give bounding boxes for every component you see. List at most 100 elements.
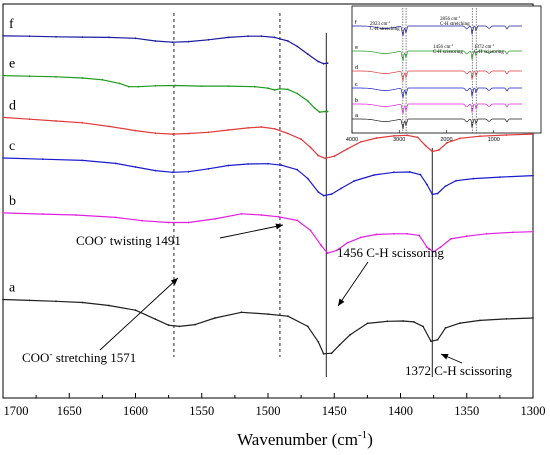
- annotation-1372: 1372 C-H scissoring: [405, 363, 512, 378]
- inset-series-label-c: c: [355, 82, 358, 88]
- series-f-point: [296, 45, 299, 48]
- series-label-b: b: [9, 194, 16, 209]
- series-label-d: d: [9, 98, 16, 113]
- series-a-point: [240, 311, 243, 314]
- series-a-point: [287, 315, 289, 318]
- series-f-point: [187, 40, 190, 43]
- series-a-point: [479, 319, 481, 322]
- series-label-f: f: [9, 17, 14, 32]
- series-a-point: [81, 301, 84, 304]
- series-a-point: [436, 338, 439, 341]
- x-tick-label: 1600: [123, 404, 148, 418]
- inset-annotation-line1: 1456 cm: [433, 45, 450, 50]
- series-c-point: [373, 174, 375, 176]
- series-b-point: [449, 238, 452, 240]
- series-b-point: [187, 221, 190, 224]
- main-plot: 1700 1650 1600 1550 1500 1450 1400 1350 1300 Wave…: [2, 3, 546, 449]
- series-a-point: [55, 300, 57, 303]
- x-axis-title-text: Wavenumber (cm: [237, 430, 358, 449]
- series-f-point: [134, 37, 137, 40]
- inset-annotation-sup: -1: [387, 20, 390, 24]
- series-d-point: [324, 157, 326, 160]
- inset-annotation-line2: C-H scissoring: [433, 50, 463, 55]
- x-tick-label: 1500: [256, 404, 281, 418]
- series-d-point: [446, 141, 448, 144]
- series-e-point: [313, 107, 316, 109]
- x-tick-label: 1550: [189, 404, 214, 418]
- series-line-d: [2, 116, 534, 159]
- series-d-point: [309, 146, 312, 149]
- series-d-point: [479, 135, 481, 138]
- series-d-point: [247, 127, 250, 129]
- series-f-point: [317, 60, 320, 63]
- series-b-point: [432, 250, 435, 253]
- series-c-point: [296, 168, 299, 171]
- series-f-point: [108, 36, 110, 39]
- inset-annotation-sup: -1: [491, 43, 494, 47]
- series-line-f: [2, 35, 328, 65]
- series-e-point: [101, 78, 104, 81]
- x-tick-label: 1650: [57, 404, 82, 418]
- series-e-point: [273, 89, 276, 91]
- arrow-coo-twisting-line: [219, 224, 284, 239]
- series-b-point: [512, 231, 514, 234]
- series-d-point: [300, 138, 302, 141]
- series-b-point: [375, 233, 378, 236]
- series-a-point: [532, 317, 534, 319]
- series-c-point: [134, 166, 137, 168]
- series-c-point: [171, 171, 174, 174]
- inset-annotation-line1: 2856 cm: [440, 17, 457, 22]
- series-label-e: e: [9, 57, 15, 72]
- series-f-point: [326, 62, 329, 64]
- series-d-point: [424, 144, 427, 147]
- series-b-point: [114, 216, 117, 219]
- x-tick-label: 1450: [322, 404, 347, 418]
- inset-annotation-line1: 2923 cm: [370, 22, 387, 27]
- series-c-point: [41, 158, 44, 161]
- series-d-point: [505, 134, 508, 136]
- series-b-point: [320, 244, 322, 247]
- series-c-point: [187, 170, 190, 173]
- series-c-point: [499, 176, 501, 179]
- series-b-point: [393, 232, 395, 235]
- series-f-point: [260, 35, 263, 38]
- series-a-point: [194, 323, 197, 326]
- series-f-point: [227, 36, 230, 39]
- series-f-point: [55, 35, 57, 38]
- series-f-point: [247, 35, 250, 38]
- series-c-point: [114, 162, 117, 165]
- x-tick-label: 1350: [454, 404, 479, 418]
- series-d-point: [81, 121, 84, 124]
- series-e-point: [127, 85, 130, 88]
- series-e-point: [326, 110, 329, 113]
- inset-annotation-line2: C-H stretching: [370, 27, 400, 32]
- series-e-point: [287, 88, 289, 91]
- series-d-point: [260, 126, 263, 128]
- inset-annotation: 1372 cm-1 C-H scissoring: [474, 43, 504, 55]
- series-c-point: [306, 177, 309, 180]
- series-b-point: [75, 214, 77, 216]
- series-b-point: [309, 229, 312, 232]
- series-a-point: [28, 299, 31, 302]
- series-d-point: [287, 132, 289, 135]
- series-e-point: [296, 92, 299, 95]
- series-e-point: [227, 85, 230, 87]
- series-c-point: [455, 179, 457, 182]
- series-e-point: [55, 75, 57, 78]
- series-e-point: [253, 85, 256, 88]
- series-a-point: [412, 321, 415, 323]
- series-e-point: [324, 110, 326, 113]
- series-a-point: [167, 324, 170, 327]
- inset-series-label-d: d: [355, 65, 358, 71]
- series-d-point: [2, 116, 4, 119]
- series-a-point: [317, 341, 320, 343]
- inset-series-line-c: [352, 87, 523, 99]
- series-e-point: [28, 75, 31, 78]
- series-c-point: [280, 164, 283, 167]
- inset-series-line-e: [352, 50, 523, 62]
- series-c-point: [81, 159, 84, 162]
- series-c-point: [340, 187, 342, 190]
- arrow-coo-stretching-line: [99, 277, 179, 351]
